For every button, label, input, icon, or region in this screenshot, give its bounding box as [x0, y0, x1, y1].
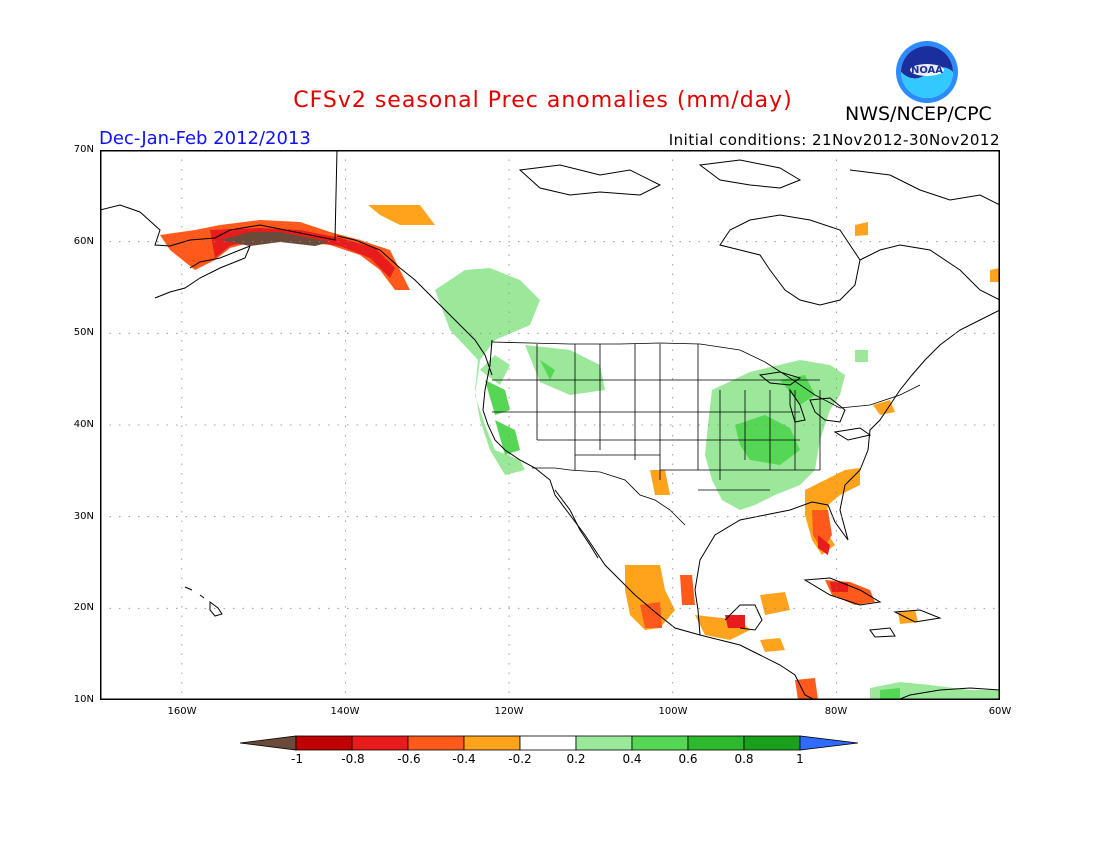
anomaly-patch [435, 268, 540, 475]
colorbar-segment [631, 735, 689, 751]
lat-label-50n: 50N [73, 327, 94, 338]
anomaly-patch [210, 228, 395, 278]
anomaly-patch [760, 592, 790, 615]
colorbar-segment [575, 735, 633, 751]
colorbar-label: 1 [796, 752, 804, 766]
anomaly-patch [220, 232, 330, 246]
chart-title: CFSv2 seasonal Prec anomalies (mm/day) [293, 88, 793, 113]
colorbar-segment [295, 735, 353, 751]
period-label: Dec-Jan-Feb 2012/2013 [99, 128, 311, 149]
colorbar-arrow-left [239, 735, 297, 751]
colorbar-segment [519, 735, 577, 751]
lat-label-70n: 70N [73, 144, 94, 155]
colorbar-arrow-right [799, 735, 859, 751]
lon-label-120w: 120W [494, 706, 524, 717]
colorbar-label: 0.8 [734, 752, 754, 766]
lon-label-160w: 160W [167, 706, 197, 717]
colorbar-label: 0.2 [566, 752, 586, 766]
lat-label-30n: 30N [73, 511, 94, 522]
lat-label-20n: 20N [73, 602, 94, 613]
initial-conditions-label: Initial conditions: 21Nov2012-30Nov2012 [668, 131, 1000, 149]
anomaly-patch [812, 510, 832, 550]
coastlines [100, 150, 1000, 700]
colorbar-label: -0.6 [397, 752, 421, 766]
anomaly-patch [830, 582, 848, 592]
lon-label-100w: 100W [658, 706, 688, 717]
anomaly-patch [495, 420, 520, 455]
anomaly-patch [540, 360, 555, 380]
colorbar-segment [743, 735, 801, 751]
anomaly-layer [160, 205, 1000, 700]
anomaly-patch [795, 678, 818, 700]
colorbar-segment [687, 735, 745, 751]
anomaly-patch [990, 268, 1000, 282]
colorbar-segment [463, 735, 521, 751]
organization-label: NWS/NCEP/CPC [845, 103, 992, 125]
logo-text: NOAA [911, 65, 943, 76]
colorbar-label: -0.8 [341, 752, 365, 766]
colorbar-label: -1 [291, 752, 303, 766]
lat-label-60n: 60N [73, 236, 94, 247]
colorbar-label: -0.2 [508, 752, 532, 766]
anomaly-patch [680, 575, 695, 605]
colorbar-segment [351, 735, 409, 751]
colorbar [239, 735, 859, 751]
anomaly-patch [725, 615, 745, 628]
anomaly-patch [525, 345, 605, 395]
lon-label-60w: 60W [988, 706, 1012, 717]
lon-label-80w: 80W [824, 706, 848, 717]
colorbar-label: 0.6 [678, 752, 698, 766]
colorbar-segment [407, 735, 465, 751]
lat-label-40n: 40N [73, 419, 94, 430]
anomaly-patch [485, 380, 510, 415]
noaa-logo: NOAA [895, 40, 959, 108]
anomaly-patch [368, 205, 435, 225]
anomaly-patch [640, 602, 662, 628]
anomaly-patch [760, 638, 785, 652]
lon-label-140w: 140W [330, 706, 360, 717]
anomaly-patch [818, 535, 830, 555]
colorbar-label: 0.4 [622, 752, 642, 766]
colorbar-label: -0.4 [452, 752, 476, 766]
anomaly-patch [873, 400, 895, 415]
anomaly-patch [855, 350, 868, 362]
anomaly-patch [855, 222, 868, 236]
political-boundaries [491, 341, 921, 526]
anomaly-patch [625, 565, 675, 630]
map-panel [100, 150, 1000, 700]
anomaly-patch [480, 355, 510, 385]
map-frame [100, 150, 1000, 700]
anomaly-patch [650, 470, 670, 495]
lat-label-10n: 10N [73, 694, 94, 705]
anomaly-patch [880, 688, 900, 700]
anomaly-patch [780, 375, 815, 405]
